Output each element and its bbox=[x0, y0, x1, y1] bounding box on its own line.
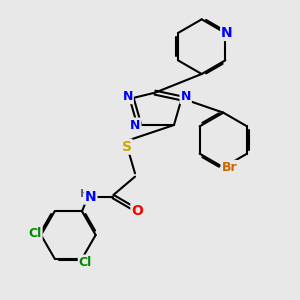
Text: Cl: Cl bbox=[79, 256, 92, 268]
Text: N: N bbox=[130, 118, 140, 131]
Text: Br: Br bbox=[221, 161, 237, 174]
Text: N: N bbox=[85, 190, 97, 204]
Text: N: N bbox=[122, 90, 133, 103]
Text: S: S bbox=[122, 140, 132, 154]
Text: Cl: Cl bbox=[28, 227, 42, 240]
Text: N: N bbox=[221, 26, 233, 40]
Text: N: N bbox=[181, 90, 191, 103]
Text: H: H bbox=[80, 189, 90, 199]
Text: O: O bbox=[131, 204, 143, 218]
